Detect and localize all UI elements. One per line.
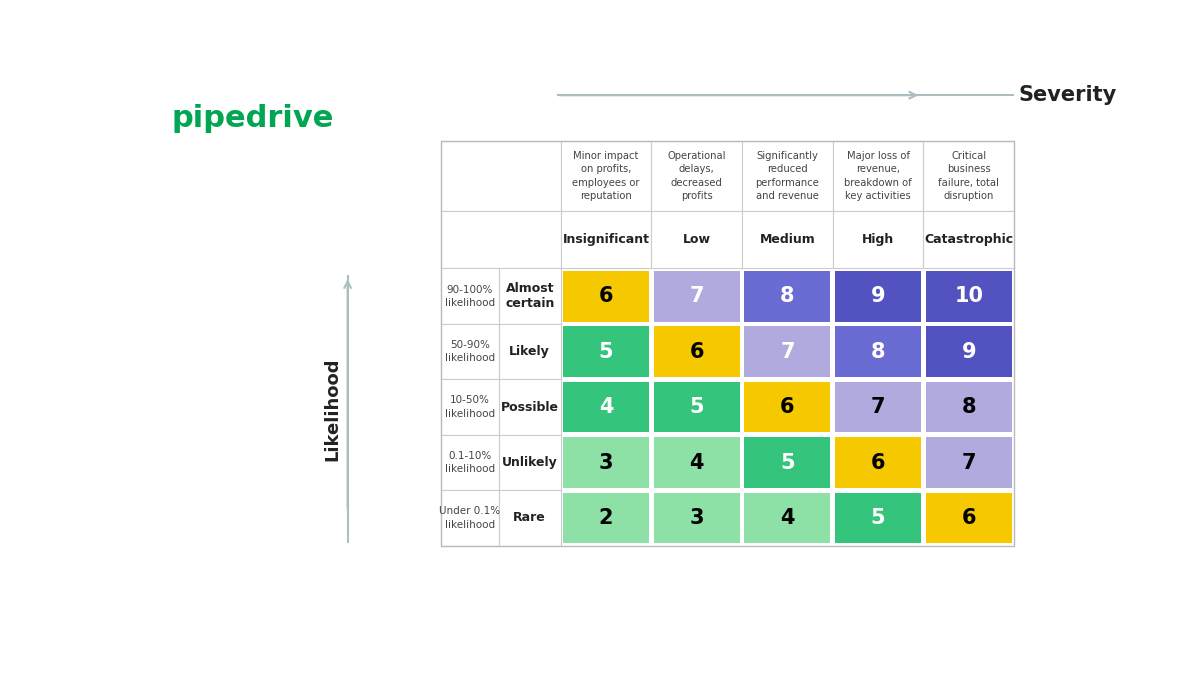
Bar [652, 211, 742, 268]
Text: 5: 5 [871, 508, 886, 528]
Text: pipedrive: pipedrive [172, 104, 334, 134]
Text: Unlikely: Unlikely [502, 456, 558, 469]
Bar [440, 142, 560, 211]
Bar [742, 211, 833, 268]
Text: 6: 6 [690, 342, 704, 361]
Text: 90-100%
likelihood: 90-100% likelihood [445, 285, 494, 308]
Text: Medium: Medium [760, 233, 815, 246]
Bar [440, 142, 1014, 546]
Bar [833, 142, 924, 211]
Text: Low: Low [683, 233, 710, 246]
Text: 0.1-10%
likelihood: 0.1-10% likelihood [445, 451, 494, 474]
Bar [744, 326, 830, 377]
Bar [440, 268, 499, 324]
Bar [654, 271, 739, 321]
Text: Likelihood: Likelihood [323, 357, 341, 461]
Text: 4: 4 [690, 452, 704, 473]
Text: 5: 5 [780, 452, 794, 473]
Bar [742, 142, 833, 211]
Text: 8: 8 [871, 342, 886, 361]
Text: 3: 3 [690, 508, 704, 528]
Bar [835, 492, 922, 543]
Text: 3: 3 [599, 452, 613, 473]
Text: 2: 2 [599, 508, 613, 528]
Text: 5: 5 [599, 342, 613, 361]
Text: 7: 7 [961, 452, 976, 473]
Text: 50-90%
likelihood: 50-90% likelihood [445, 340, 494, 363]
Text: 6: 6 [599, 286, 613, 306]
Text: 7: 7 [871, 397, 886, 417]
Bar [499, 435, 560, 490]
Bar [835, 437, 922, 488]
Bar [833, 211, 924, 268]
Bar [654, 492, 739, 543]
Text: 9: 9 [871, 286, 886, 306]
Text: Insignificant: Insignificant [563, 233, 649, 246]
Bar [440, 324, 499, 380]
Bar [925, 437, 1012, 488]
Bar [440, 211, 560, 268]
Text: Critical
business
failure, total
disruption: Critical business failure, total disrupt… [938, 151, 1000, 201]
Bar [563, 492, 649, 543]
Bar [925, 326, 1012, 377]
Bar [654, 326, 739, 377]
Text: High: High [862, 233, 894, 246]
Bar [835, 326, 922, 377]
Text: 10: 10 [954, 286, 983, 306]
Bar [744, 271, 830, 321]
Text: 9: 9 [961, 342, 976, 361]
Bar [654, 437, 739, 488]
Bar [744, 382, 830, 433]
Text: 8: 8 [780, 286, 794, 306]
Text: Rare: Rare [514, 511, 546, 525]
Bar [563, 382, 649, 433]
Bar [835, 382, 922, 433]
Text: Under 0.1%
likelihood: Under 0.1% likelihood [439, 506, 500, 530]
Text: 7: 7 [690, 286, 704, 306]
Bar [652, 142, 742, 211]
Text: 6: 6 [871, 452, 886, 473]
Bar [744, 492, 830, 543]
Text: Catastrophic: Catastrophic [924, 233, 1013, 246]
Text: 4: 4 [780, 508, 794, 528]
Text: 6: 6 [961, 508, 976, 528]
Text: 5: 5 [690, 397, 704, 417]
Text: Minor impact
on profits,
employees or
reputation: Minor impact on profits, employees or re… [572, 151, 640, 201]
Bar [499, 324, 560, 380]
Bar [924, 211, 1014, 268]
Bar [440, 380, 499, 435]
Bar [925, 382, 1012, 433]
Bar [563, 271, 649, 321]
Text: 8: 8 [961, 397, 976, 417]
Text: 7: 7 [780, 342, 794, 361]
Bar [744, 437, 830, 488]
Text: 6: 6 [780, 397, 794, 417]
Bar [499, 490, 560, 546]
Bar [563, 326, 649, 377]
Text: Operational
delays,
decreased
profits: Operational delays, decreased profits [667, 151, 726, 201]
Bar [499, 380, 560, 435]
Bar [654, 382, 739, 433]
Text: 4: 4 [599, 397, 613, 417]
Bar [440, 435, 499, 490]
Text: Possible: Possible [500, 401, 559, 414]
Bar [835, 271, 922, 321]
Bar [560, 142, 652, 211]
Bar [560, 211, 652, 268]
Bar [440, 490, 499, 546]
Text: 10-50%
likelihood: 10-50% likelihood [445, 395, 494, 419]
Text: Significantly
reduced
performance
and revenue: Significantly reduced performance and re… [756, 151, 820, 201]
Bar [925, 492, 1012, 543]
Bar [499, 268, 560, 324]
Bar [563, 437, 649, 488]
Text: Likely: Likely [509, 345, 550, 358]
Bar [925, 271, 1012, 321]
Bar [924, 142, 1014, 211]
Text: Almost
certain: Almost certain [505, 282, 554, 311]
Text: Major loss of
revenue,
breakdown of
key activities: Major loss of revenue, breakdown of key … [845, 151, 912, 201]
Text: Severity: Severity [1018, 85, 1116, 105]
